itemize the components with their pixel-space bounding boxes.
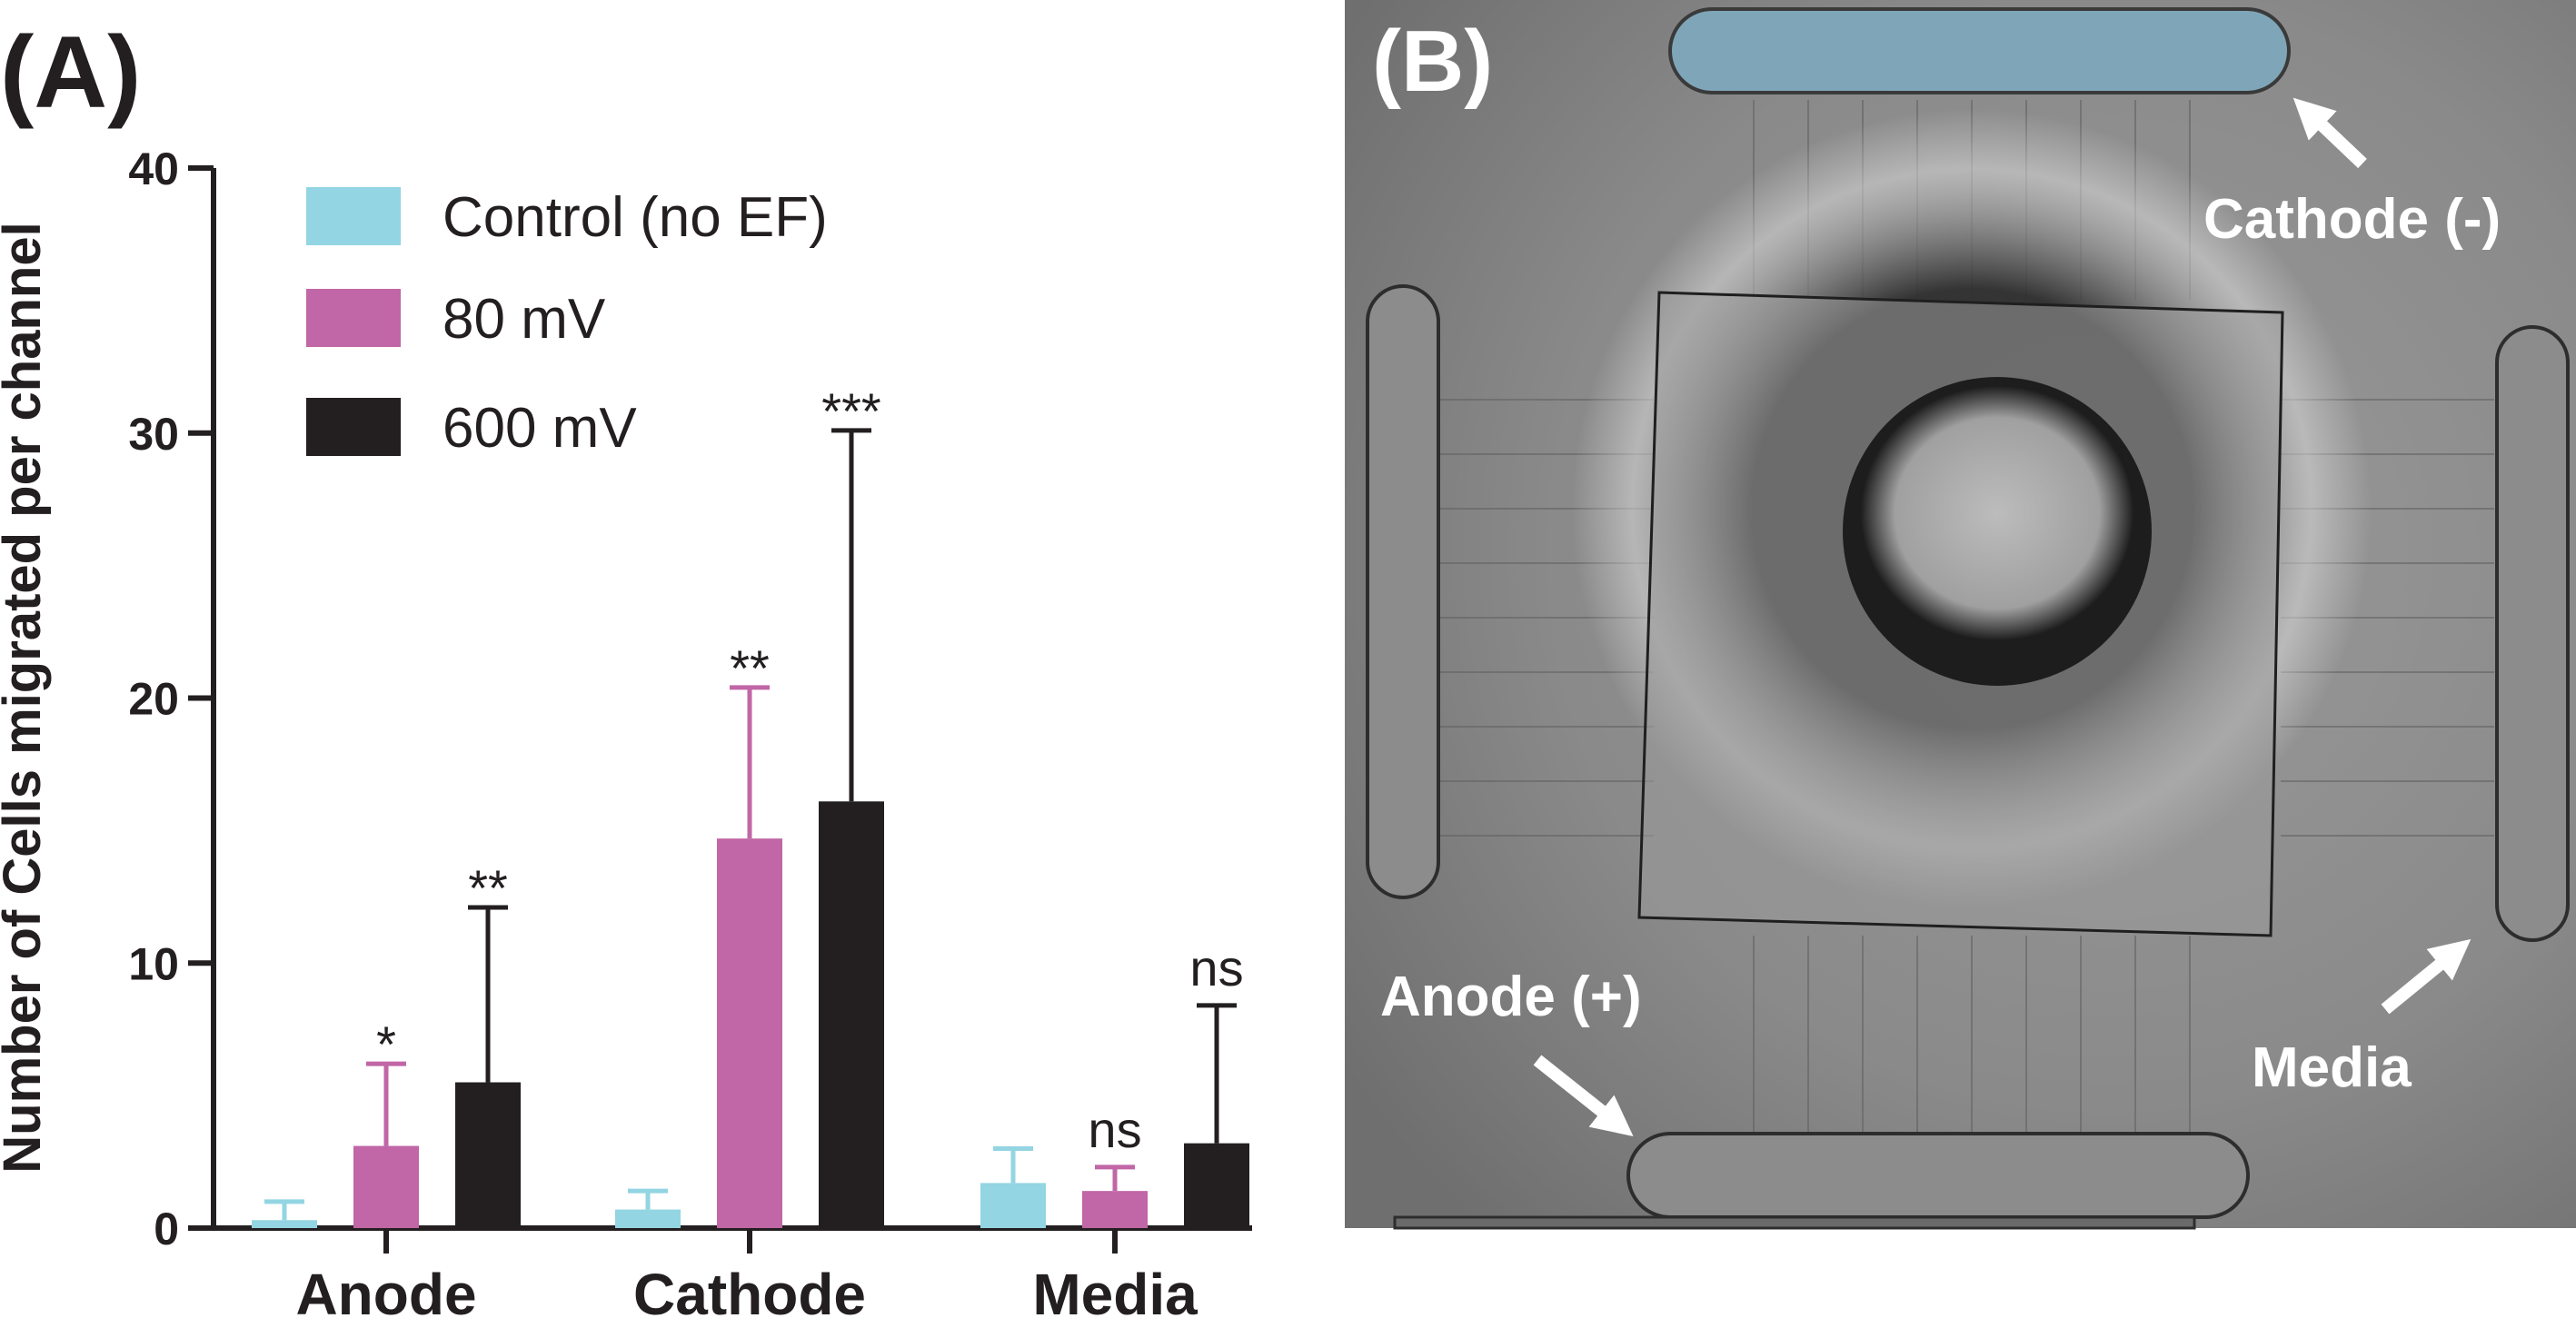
bar (353, 1145, 419, 1228)
anode-arrow-icon (1533, 1055, 1634, 1136)
anode-channel (1626, 1132, 2250, 1219)
significance-label: ns (1088, 1101, 1141, 1158)
anode-label: Anode (+) (1380, 966, 1642, 1028)
significance-label: ns (1189, 939, 1243, 996)
y-tick-label: 10 (128, 938, 179, 989)
microscopy-image: Cathode (-) Anode (+) Media (B) (1345, 0, 2576, 1230)
bottom-channel-edge (1393, 1215, 2196, 1230)
significance-label: * (376, 1016, 396, 1073)
bar (615, 1209, 681, 1228)
central-well (1861, 386, 2133, 640)
bar (455, 1082, 521, 1228)
cathode-channel (1668, 7, 2291, 94)
y-tick-label: 30 (128, 409, 179, 460)
y-tick-label: 20 (128, 674, 179, 725)
legend-entry: 80 mV (443, 288, 606, 351)
bar (717, 838, 782, 1228)
panel-b-label: (B) (1372, 13, 1493, 110)
legend-entry: Control (no EF) (443, 186, 828, 249)
significance-label: *** (821, 382, 880, 440)
bar-series: ***ns*****ns (252, 382, 1249, 1228)
y-tick-label: 40 (128, 144, 179, 194)
x-category-label: Media (1032, 1262, 1198, 1327)
chart-legend: Control (no EF) 80 mV 600 mV (306, 186, 828, 460)
bar (252, 1220, 317, 1228)
legend-entry: 600 mV (443, 397, 637, 460)
legend-swatch (306, 398, 401, 456)
bar (1184, 1143, 1249, 1228)
legend-swatch (306, 187, 401, 245)
panel-a-label: (A) (0, 15, 141, 129)
significance-label: ** (730, 639, 770, 697)
bar (819, 801, 884, 1228)
bar (1082, 1191, 1148, 1228)
significance-label: ** (468, 859, 508, 917)
y-tick-label: 0 (154, 1204, 179, 1254)
y-axis-title: Number of Cells migrated per channel (0, 222, 52, 1173)
x-axis-ticks: Anode Cathode Media (295, 1228, 1198, 1327)
bar-chart: Number of Cells migrated per channel 0 10… (0, 144, 1252, 1327)
legend-swatch (306, 289, 401, 347)
y-axis-ticks: 0 10 20 30 40 (128, 144, 214, 1254)
media-channel (2495, 325, 2570, 942)
x-category-label: Cathode (633, 1262, 866, 1327)
x-category-label: Anode (295, 1262, 476, 1327)
cathode-label: Cathode (-) (2203, 188, 2501, 251)
bar (980, 1183, 1046, 1228)
cathode-arrow-icon (2293, 97, 2367, 169)
media-label: Media (2252, 1036, 2412, 1099)
media-arrow-icon (2381, 938, 2472, 1015)
left-channel (1366, 284, 1440, 899)
